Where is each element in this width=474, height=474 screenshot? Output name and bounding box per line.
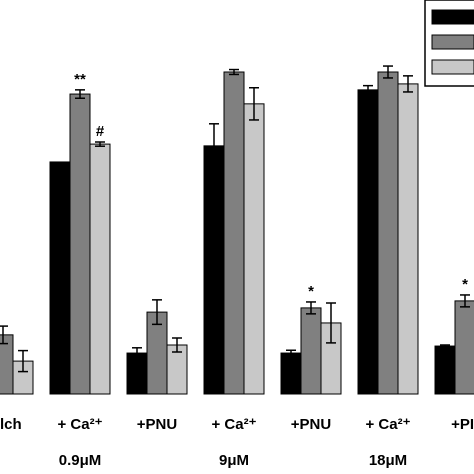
bar [89,143,111,395]
bar [357,89,379,395]
bar [69,93,91,395]
bar [434,345,456,395]
bar [223,71,245,395]
bar [49,161,71,395]
x-tick-sublabel: 9μM [219,452,249,469]
legend-swatch [431,34,474,50]
x-tick-label: +PNU [137,416,177,433]
significance-mark: * [462,276,468,293]
legend-swatch [431,59,474,75]
x-tick-label: + Ca²⁺ [57,416,102,433]
significance-mark: ** [74,71,86,88]
x-tick-sublabel: 18μM [369,452,407,469]
bar [203,145,225,395]
x-tick-label: + Ca²⁺ [211,416,256,433]
x-tick-label: +PNU [291,416,331,433]
x-tick-sublabel: 0.9μM [59,452,102,469]
bar [126,352,148,395]
x-tick-label: +PI [451,416,474,433]
significance-mark: * [308,283,314,300]
bar [300,307,322,395]
bar [243,103,265,395]
significance-mark: # [96,123,105,140]
bar [397,83,419,395]
bar [377,71,399,395]
x-tick-label: lch [0,416,22,433]
legend-swatch [431,9,474,25]
x-tick-label: + Ca²⁺ [365,416,410,433]
bar [454,300,474,395]
bar [280,352,302,395]
